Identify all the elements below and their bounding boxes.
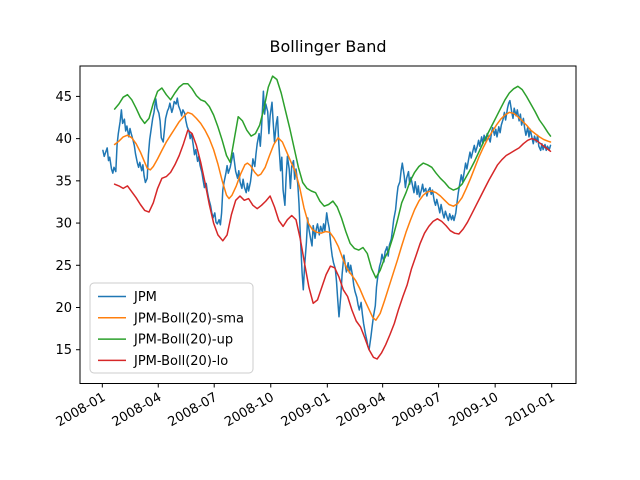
y-tick-label: 15 [55, 343, 72, 358]
y-tick-label: 25 [55, 259, 72, 274]
legend-label: JPM [133, 290, 157, 305]
legend-label: JPM-Boll(20)-lo [133, 354, 228, 369]
chart-title: Bollinger Band [270, 37, 387, 56]
y-tick-label: 40 [55, 132, 72, 147]
y-tick-label: 20 [55, 301, 72, 316]
series-line-jpm-boll-20-lo [113, 129, 552, 360]
legend-frame [89, 282, 254, 374]
y-tick-label: 35 [55, 174, 72, 189]
y-tick-label: 30 [55, 217, 72, 232]
legend-label: JPM-Boll(20)-sma [133, 311, 244, 326]
plot-area [102, 75, 552, 360]
series-line-jpm-boll-20-up [113, 75, 552, 279]
series-line-jpm-boll-20-sma [113, 111, 552, 321]
series-line-jpm [102, 90, 552, 351]
axes-frame [79, 65, 577, 384]
legend-label: JPM-Boll(20)-up [133, 333, 233, 348]
legend: JPM JPM-Boll(20)-sma JPM-Boll(20)-up JPM-Bo… [89, 282, 254, 374]
y-tick-label: 45 [55, 90, 72, 105]
